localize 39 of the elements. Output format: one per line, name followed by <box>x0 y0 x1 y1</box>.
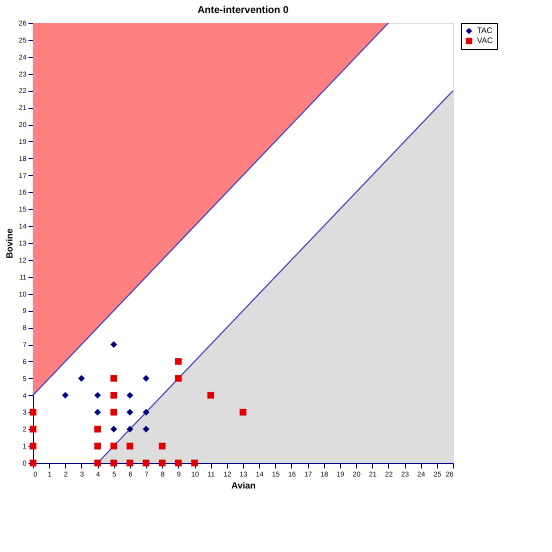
point <box>30 426 36 433</box>
point <box>126 460 134 466</box>
point <box>94 392 101 399</box>
point <box>207 392 214 399</box>
y-axis-title: Bovine <box>4 228 15 259</box>
point <box>110 341 118 348</box>
legend-label: VAC <box>477 36 494 45</box>
point <box>110 375 118 382</box>
point <box>94 408 101 416</box>
point <box>94 426 101 433</box>
point <box>126 442 134 450</box>
point <box>126 426 134 433</box>
point <box>126 392 134 399</box>
point <box>142 426 150 433</box>
point <box>110 392 118 399</box>
point <box>240 408 246 416</box>
point <box>142 460 150 466</box>
point <box>126 408 134 416</box>
point <box>30 442 36 450</box>
point <box>62 392 69 399</box>
point <box>158 442 166 450</box>
point <box>175 358 182 365</box>
x-axis-title: Avian <box>231 480 256 490</box>
point <box>110 460 118 466</box>
point <box>30 408 36 416</box>
legend-label: TAC <box>477 26 493 35</box>
point <box>142 408 150 416</box>
point <box>78 375 85 382</box>
point <box>110 442 118 450</box>
point <box>191 460 198 466</box>
point <box>110 408 118 416</box>
point <box>158 460 166 466</box>
point <box>175 460 182 466</box>
point <box>110 426 118 433</box>
point <box>175 375 182 382</box>
point <box>142 375 150 382</box>
point <box>94 460 101 466</box>
chart-title: Ante-intervention 0 <box>197 5 289 16</box>
point <box>94 442 101 450</box>
